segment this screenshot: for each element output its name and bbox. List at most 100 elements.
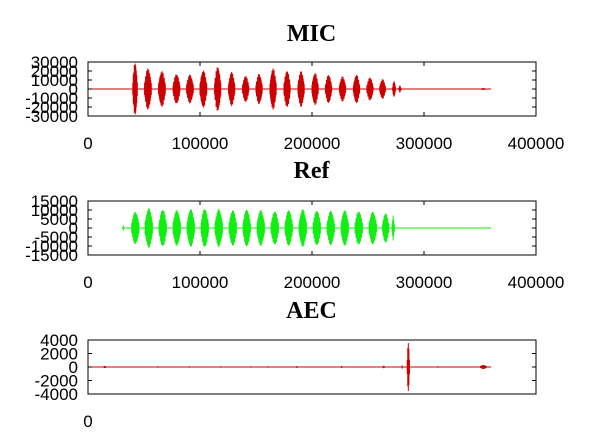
mic-burst xyxy=(199,70,208,108)
ref-xtick-label: 200000 xyxy=(284,273,341,292)
mic-burst xyxy=(186,74,194,104)
ref-burst xyxy=(368,211,377,245)
aec-burst xyxy=(436,366,440,368)
ref-xtick-label: 300000 xyxy=(396,273,453,292)
ref-burst xyxy=(186,209,195,247)
mic-burst xyxy=(479,88,488,90)
aec-burst xyxy=(382,365,386,369)
ref-burst xyxy=(382,213,390,243)
ref-xtick-label: 0 xyxy=(83,273,92,292)
mic-burst xyxy=(392,81,396,97)
ref-burst xyxy=(242,209,251,247)
mic-burst xyxy=(398,85,402,93)
ref-burst xyxy=(298,209,307,247)
ref-ytick-label: 0 xyxy=(69,219,78,238)
ref-burst xyxy=(312,211,321,245)
mic-burst xyxy=(379,79,386,99)
ref-burst xyxy=(228,210,237,246)
aec-ytick-label: -4000 xyxy=(35,385,78,404)
ref-burst xyxy=(131,212,140,244)
ref-waveform xyxy=(121,208,492,248)
mic-xtick-label: 400000 xyxy=(508,134,565,153)
ref-burst xyxy=(200,209,209,247)
aec-ytick-label: 4000 xyxy=(40,331,78,350)
mic-burst xyxy=(324,75,333,103)
mic-burst xyxy=(228,71,236,107)
aec-xtick-label: 0 xyxy=(83,412,92,431)
mic-xtick-label: 300000 xyxy=(396,134,453,153)
mic-burst xyxy=(158,71,166,107)
mic-burst xyxy=(311,73,319,105)
ref-xtick-label: 100000 xyxy=(172,273,229,292)
mic-burst xyxy=(132,63,138,115)
mic-burst xyxy=(338,76,347,102)
mic-waveform xyxy=(88,63,492,115)
mic-burst xyxy=(214,67,222,111)
mic-burst xyxy=(269,68,277,110)
ref-ytick-label: 15000 xyxy=(31,192,78,211)
mic-burst xyxy=(283,71,291,107)
mic-ytick-label: 30000 xyxy=(31,53,78,72)
ref-burst xyxy=(214,209,223,247)
ref-xtick-label: 400000 xyxy=(508,273,565,292)
aec-title: AEC xyxy=(286,298,337,324)
ref-ytick-label: 10000 xyxy=(31,201,78,220)
aec-burst xyxy=(103,366,107,368)
mic-burst xyxy=(352,75,361,103)
aec-ytick-label: 0 xyxy=(69,358,78,377)
mic-ytick-label: -20000 xyxy=(25,98,78,117)
aec-burst xyxy=(219,366,222,368)
mic-burst xyxy=(366,77,374,101)
ref-ytick-label: -5000 xyxy=(35,228,78,247)
aec-ytick-label: -2000 xyxy=(35,372,78,391)
aec-burst xyxy=(340,365,343,369)
aec-ytick-label: 2000 xyxy=(40,345,78,364)
mic-title: MIC xyxy=(287,21,336,47)
ref-burst xyxy=(172,210,181,246)
mic-burst xyxy=(144,68,152,110)
aec-burst xyxy=(249,366,253,368)
mic-burst xyxy=(172,74,181,104)
mic-xtick-label: 100000 xyxy=(172,134,229,153)
mic-burst xyxy=(255,74,263,104)
aec-waveform xyxy=(88,343,492,391)
mic-ytick-label: 0 xyxy=(69,80,78,99)
mic-burst xyxy=(242,76,250,102)
mic-xtick-label: 200000 xyxy=(284,134,341,153)
ref-title: Ref xyxy=(294,158,331,184)
aec-x-ticks: 0 xyxy=(83,340,93,431)
mic-x-ticks: 0 100000 200000 300000 400000 xyxy=(83,62,564,153)
ref-burst xyxy=(256,210,265,246)
aec-burst xyxy=(401,365,404,369)
mic-ytick-label: 10000 xyxy=(31,71,78,90)
ref-burst xyxy=(270,211,279,245)
aec-burst xyxy=(156,366,160,368)
ref-burst xyxy=(354,211,363,245)
ref-ytick-label: -10000 xyxy=(25,237,78,256)
aec-burst xyxy=(406,343,410,391)
mic-ytick-label: -10000 xyxy=(25,89,78,108)
ref-burst xyxy=(284,210,293,246)
ref-burst xyxy=(158,210,167,246)
ref-x-ticks: 0 100000 200000 300000 400000 xyxy=(83,201,564,292)
ref-ytick-label: 5000 xyxy=(40,210,78,229)
mic-ytick-label: 20000 xyxy=(31,62,78,81)
aec-burst xyxy=(266,366,269,368)
aec-burst xyxy=(479,365,488,369)
mic-ytick-label: -30000 xyxy=(25,107,78,126)
ref-burst xyxy=(122,225,125,231)
aec-burst xyxy=(188,366,191,368)
ref-burst xyxy=(340,210,349,246)
mic-burst xyxy=(297,71,305,107)
ref-burst xyxy=(391,215,395,241)
mic-xtick-label: 0 xyxy=(83,134,92,153)
ref-ytick-label: -15000 xyxy=(25,246,78,265)
ref-burst xyxy=(144,208,153,248)
aec-burst xyxy=(295,365,298,369)
